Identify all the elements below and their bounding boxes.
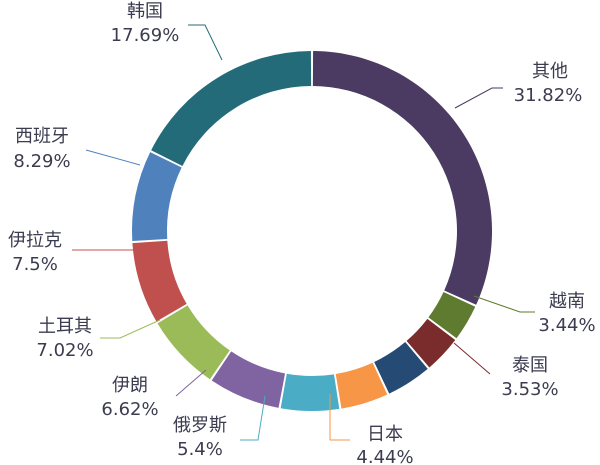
- donut-segment: [312, 51, 492, 305]
- category-label: 西班牙: [15, 126, 69, 147]
- category-label: 越南: [549, 291, 585, 312]
- leader-line: [329, 394, 350, 441]
- donut-segment: [280, 373, 340, 411]
- leader-line: [85, 149, 141, 166]
- category-label: 泰国: [512, 355, 548, 376]
- category-label: 土耳其: [38, 316, 92, 337]
- donut-segment: [151, 51, 312, 166]
- value-label: 8.29%: [13, 151, 70, 172]
- donut-segment: [132, 240, 187, 322]
- leader-line: [175, 369, 207, 397]
- value-label: 31.82%: [514, 85, 583, 106]
- leader-line: [453, 342, 491, 375]
- value-label: 3.53%: [501, 379, 558, 400]
- leader-line: [454, 87, 503, 109]
- category-label: 日本: [367, 424, 403, 445]
- value-label: 17.69%: [111, 25, 180, 46]
- leader-line: [240, 395, 266, 441]
- leader-line: [100, 319, 161, 339]
- donut-segment: [132, 152, 182, 241]
- category-label: 伊拉克: [8, 230, 62, 251]
- donut-segment: [211, 351, 286, 408]
- value-label: 7.5%: [12, 254, 58, 275]
- category-label: 其他: [532, 61, 568, 82]
- donut-segment: [374, 342, 428, 394]
- value-label: 6.62%: [101, 399, 158, 420]
- category-label: 韩国: [127, 1, 163, 22]
- donut-segment: [428, 292, 476, 339]
- category-label: 俄罗斯: [173, 415, 227, 436]
- leader-line: [188, 24, 223, 61]
- value-label: 3.44%: [538, 315, 595, 336]
- value-label: 5.4%: [177, 439, 223, 460]
- category-label: 伊朗: [112, 375, 148, 396]
- donut-segment: [157, 305, 230, 380]
- donut-segment: [335, 362, 388, 409]
- donut-segment: [406, 318, 456, 368]
- value-label: 7.02%: [36, 340, 93, 361]
- leader-line: [473, 295, 535, 313]
- value-label: 4.44%: [356, 447, 413, 465]
